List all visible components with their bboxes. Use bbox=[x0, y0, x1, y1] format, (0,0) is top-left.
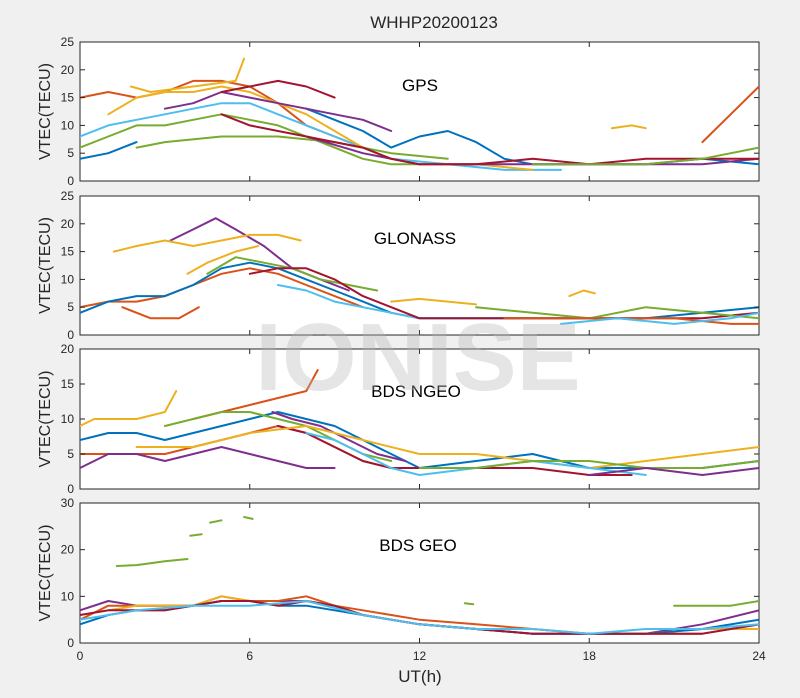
y-tick-label: 0 bbox=[67, 636, 74, 650]
series-line bbox=[277, 425, 633, 476]
series-line bbox=[220, 113, 759, 166]
y-tick-label: 20 bbox=[61, 217, 75, 231]
series-line bbox=[80, 141, 138, 160]
series-line bbox=[475, 306, 759, 320]
y-tick-label: 10 bbox=[61, 589, 75, 603]
x-tick-label: 18 bbox=[583, 649, 597, 663]
y-tick-label: 0 bbox=[67, 174, 74, 188]
y-axis-label: VTEC(TECU) bbox=[37, 525, 54, 622]
series-line bbox=[135, 135, 449, 160]
series-line bbox=[189, 533, 203, 537]
y-tick-label: 10 bbox=[61, 412, 75, 426]
panel-label: BDS GEO bbox=[379, 536, 456, 555]
series-line bbox=[463, 602, 475, 606]
y-axis-label: VTEC(TECU) bbox=[37, 63, 54, 160]
plot-area bbox=[79, 195, 760, 336]
series-line bbox=[80, 390, 178, 427]
panels-group: 0 5 10 15 20 25 VTEC(TECU) GPS 0 5 10 15 20 25 VTEC(TE… bbox=[37, 35, 766, 663]
series-line bbox=[80, 267, 364, 309]
y-tick-label: 0 bbox=[67, 328, 74, 342]
panel-1: 0 5 10 15 20 25 VTEC(TECU) GLONASS bbox=[37, 189, 760, 342]
panel-3: 0 10 20 30 0 6 12 18 24 VTEC(TECU) BDS GEO bbox=[37, 496, 766, 663]
series-line bbox=[243, 516, 254, 520]
y-tick-label: 15 bbox=[61, 377, 75, 391]
x-tick-label: 6 bbox=[246, 649, 253, 663]
series-line bbox=[163, 91, 393, 132]
y-tick-label: 15 bbox=[61, 245, 75, 259]
y-tick-label: 20 bbox=[61, 63, 75, 77]
series-line bbox=[80, 600, 759, 635]
panel-0: 0 5 10 15 20 25 VTEC(TECU) GPS bbox=[37, 35, 760, 188]
x-tick-label: 12 bbox=[413, 649, 427, 663]
series-line bbox=[115, 558, 189, 567]
panel-label: GPS bbox=[402, 76, 438, 95]
series-line bbox=[568, 289, 596, 298]
series-line bbox=[305, 432, 647, 476]
y-tick-label: 15 bbox=[61, 91, 75, 105]
watermark: IONISE bbox=[255, 304, 580, 411]
series-line bbox=[418, 460, 759, 469]
series-line bbox=[129, 57, 246, 93]
series-group bbox=[80, 217, 759, 325]
series-line bbox=[186, 245, 260, 275]
series-line bbox=[531, 146, 759, 166]
x-tick-label: 24 bbox=[752, 649, 766, 663]
series-line bbox=[588, 467, 759, 476]
y-axis-label: VTEC(TECU) bbox=[37, 217, 54, 314]
y-axis-label: VTEC(TECU) bbox=[37, 371, 54, 468]
series-line bbox=[610, 124, 647, 130]
panel-2: 0 5 10 15 20 VTEC(TECU) BDS NGEO bbox=[37, 342, 760, 496]
series-line bbox=[390, 297, 478, 306]
y-tick-label: 25 bbox=[61, 35, 75, 49]
panel-label: GLONASS bbox=[374, 229, 456, 248]
series-line bbox=[560, 311, 759, 325]
y-tick-label: 0 bbox=[67, 482, 74, 496]
series-line bbox=[80, 446, 336, 469]
series-group bbox=[80, 369, 759, 476]
series-group bbox=[80, 57, 759, 171]
y-tick-label: 10 bbox=[61, 272, 75, 286]
series-line bbox=[673, 600, 759, 607]
series-line bbox=[80, 102, 562, 171]
series-line bbox=[220, 79, 336, 99]
series-line bbox=[80, 113, 421, 166]
series-line bbox=[701, 85, 759, 144]
series-line bbox=[503, 317, 759, 325]
y-tick-label: 20 bbox=[61, 342, 75, 356]
figure-title: WHHP20200123 bbox=[370, 13, 498, 32]
y-tick-label: 10 bbox=[61, 118, 75, 132]
series-line bbox=[121, 306, 200, 320]
x-tick-label: 0 bbox=[77, 649, 84, 663]
y-tick-label: 5 bbox=[67, 300, 74, 314]
series-line bbox=[112, 233, 302, 253]
series-line bbox=[209, 519, 223, 524]
y-tick-label: 5 bbox=[67, 447, 74, 461]
panel-label: BDS NGEO bbox=[371, 382, 461, 401]
x-axis-label: UT(h) bbox=[398, 667, 441, 686]
y-tick-label: 25 bbox=[61, 189, 75, 203]
series-line bbox=[135, 425, 759, 469]
y-tick-label: 5 bbox=[67, 146, 74, 160]
y-tick-label: 20 bbox=[61, 543, 75, 557]
y-tick-label: 30 bbox=[61, 496, 75, 510]
series-group bbox=[80, 516, 759, 635]
plot-area bbox=[79, 502, 760, 644]
